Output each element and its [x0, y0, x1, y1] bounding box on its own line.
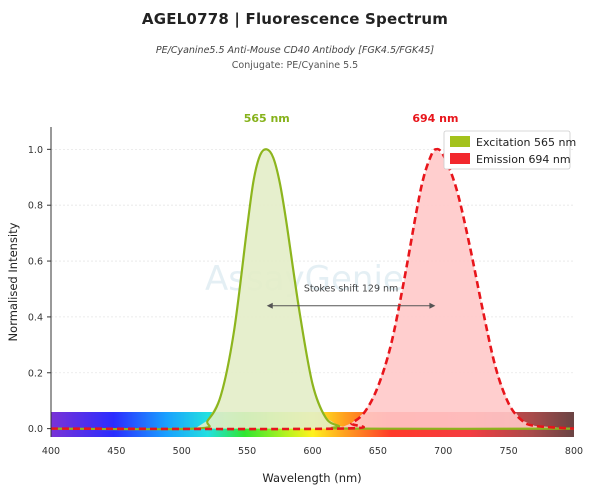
conjugate-label: Conjugate: PE/Cyanine 5.5: [231, 60, 359, 71]
stokes-shift-annotation: Stokes shift 129 nm: [266, 284, 436, 309]
x-tick-label: 650: [369, 446, 387, 457]
y-tick-label: 0.2: [28, 368, 43, 379]
x-tick-label: 400: [42, 446, 60, 457]
legend-label-emission: Emission 694 nm: [476, 153, 571, 166]
x-axis-label: Wavelength (nm): [262, 471, 361, 485]
y-axis-ticks: 0.0 0.2 0.4 0.6 0.8 1.0: [28, 145, 51, 435]
y-tick-label: 0.8: [28, 201, 43, 212]
y-tick-label: 0.0: [28, 424, 43, 435]
x-tick-label: 800: [565, 446, 583, 457]
x-tick-label: 700: [434, 446, 452, 457]
x-tick-label: 500: [173, 446, 191, 457]
peak-labels: 565 nm 694 nm: [244, 112, 459, 125]
series-line-emission: [50, 147, 575, 431]
series-fill-emission: [51, 149, 574, 429]
legend-swatch-excitation: [450, 136, 470, 147]
legend: Excitation 565 nm Emission 694 nm: [443, 130, 576, 170]
chart-title: AGEL0778 | Fluorescence Spectrum: [141, 10, 449, 28]
legend-label-excitation: Excitation 565 nm: [476, 136, 576, 149]
chart-subtitle: PE/Cyanine5.5 Anti-Mouse CD40 Antibody […: [155, 45, 435, 56]
x-tick-label: 550: [238, 446, 256, 457]
x-axis-ticks: 400 450 500 550 600 650 700 750 800: [42, 446, 583, 457]
legend-box: [443, 130, 571, 170]
x-tick-label: 750: [500, 446, 518, 457]
y-tick-label: 0.6: [28, 257, 43, 268]
y-tick-label: 1.0: [28, 145, 43, 156]
peak-label-excitation: 565 nm: [244, 112, 290, 125]
y-tick-label: 0.4: [28, 312, 43, 323]
series-line-excitation: [50, 148, 575, 431]
legend-swatch-emission: [450, 153, 470, 164]
x-tick-label: 600: [303, 446, 321, 457]
x-tick-label: 450: [107, 446, 125, 457]
stokes-arrow-head-left: [266, 302, 273, 309]
y-axis-label: Normalised Intensity: [6, 222, 20, 341]
peak-label-emission: 694 nm: [412, 112, 458, 125]
stokes-shift-label: Stokes shift 129 nm: [304, 284, 399, 295]
stokes-arrow-head-right: [429, 302, 436, 309]
series-layer: [50, 147, 575, 431]
